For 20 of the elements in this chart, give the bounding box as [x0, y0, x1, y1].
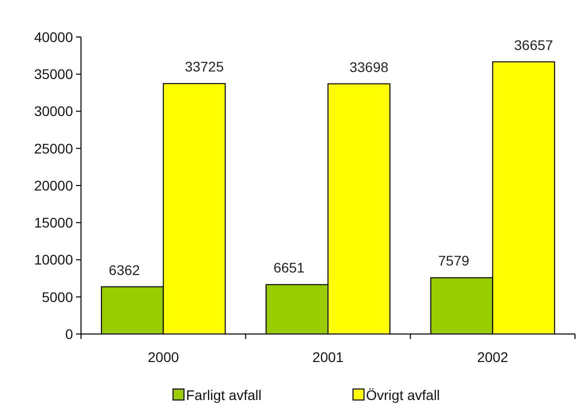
- x-tick-label: 2001: [312, 349, 344, 365]
- y-tick-label: 15000: [34, 214, 74, 231]
- data-label: 7579: [438, 252, 470, 269]
- x-tick-label: 2002: [477, 349, 508, 365]
- data-label: 6362: [108, 262, 140, 278]
- x-tick-label: 2000: [148, 349, 180, 365]
- y-tick-label: 5000: [42, 288, 74, 305]
- y-tick-label: 20000: [34, 177, 74, 194]
- data-label: 6651: [273, 260, 305, 276]
- y-tick-label: 25000: [34, 140, 74, 156]
- y-tick-label: 30000: [34, 103, 74, 120]
- y-tick-label: 10000: [34, 252, 74, 268]
- y-tick-label: 35000: [34, 66, 74, 82]
- data-label: 36657: [514, 36, 554, 53]
- legend-label: Övrigt avfall: [366, 387, 440, 403]
- data-label: 33698: [349, 58, 389, 75]
- y-tick-label: 0: [65, 326, 74, 342]
- y-tick-label: 40000: [34, 28, 74, 45]
- data-label: 33725: [184, 58, 224, 75]
- legend-label: Farligt avfall: [186, 387, 262, 403]
